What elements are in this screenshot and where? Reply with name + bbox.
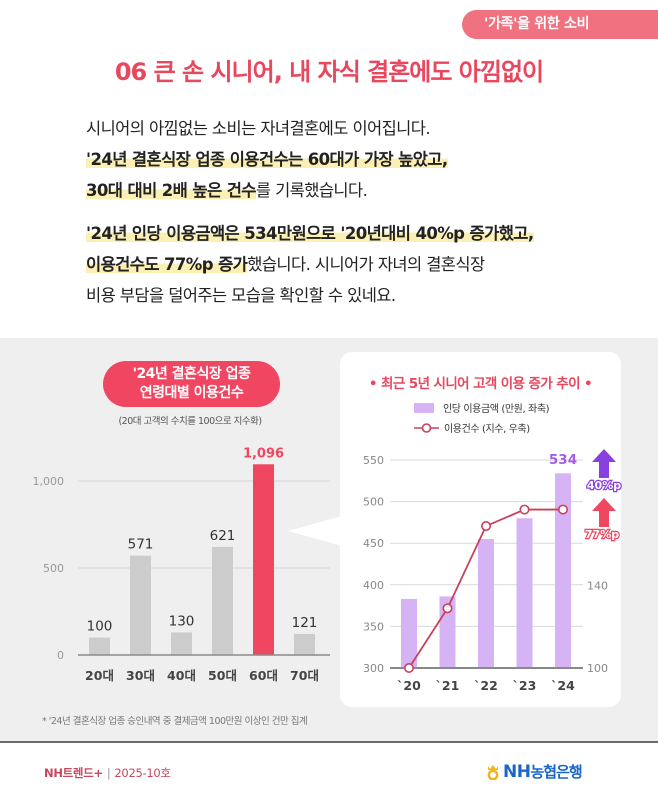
logo-bank-name: 농협은행 xyxy=(530,763,582,781)
paragraph-line: '24년 결혼식장 업종 이용건수는 60대가 가장 높았고, xyxy=(86,144,626,175)
left-y-tick-label: 400 xyxy=(363,579,384,592)
right-chart-title: • 최근 5년 시니어 고객 이용 증가 추이 • xyxy=(368,376,593,392)
right-y-tick-label: 100 xyxy=(587,662,608,675)
x-tick-label: 70대 xyxy=(290,668,319,683)
y-tick-label: 500 xyxy=(43,562,64,575)
line-point xyxy=(442,603,453,614)
footer-brand: NH트렌드+ xyxy=(44,766,103,780)
bar-50대 xyxy=(212,546,233,655)
last-bar-value-label: 534 xyxy=(549,452,577,468)
x-tick-label: 20대 xyxy=(85,668,114,683)
bar-20대 xyxy=(89,637,110,655)
left-chart-title-line-2: 연령대별 이용건수 xyxy=(139,385,244,401)
intro-paragraph-1: 시니어의 아낌없는 소비는 자녀결혼에도 이어집니다. '24년 결혼식장 업종 … xyxy=(86,113,626,206)
bar-30대 xyxy=(130,555,151,655)
x-tick-label: `23 xyxy=(513,678,537,693)
left-chart-title-pill: '24년 결혼식장 업종 연령대별 이용건수 xyxy=(103,361,280,407)
bar-`23 xyxy=(516,518,533,668)
left-y-tick-label: 500 xyxy=(363,496,384,509)
bar-value-label: 571 xyxy=(128,537,154,553)
left-y-tick-label: 300 xyxy=(363,662,384,675)
nh-logo-mark-icon xyxy=(487,764,499,780)
category-badge: '가족'을 위한 소비 xyxy=(462,10,658,39)
legend-label-count: 이용건수 (지수, 우축) xyxy=(444,424,530,435)
legend-swatch-bar xyxy=(414,402,434,413)
highlighted-text: '24년 인당 이용금액은 534만원으로 '20년대비 40%p 증가했고, xyxy=(86,224,534,243)
trend-combo-chart: 300 350 400 450 500 550 100 140 `20 `21 `22 `23 `24 5… xyxy=(363,449,622,693)
legend-line-marker-icon xyxy=(414,422,439,433)
line-point xyxy=(403,662,414,673)
body-text-segment: 를 기록했습니다. xyxy=(255,181,368,200)
left-chart-title-line-1: '24년 결혼식장 업종 xyxy=(132,366,251,382)
legend-label-amount: 인당 이용금액 (만원, 좌축) xyxy=(443,404,550,415)
x-tick-label: `24 xyxy=(551,678,575,693)
highlighted-text: 이용건수도 77%p 증가 xyxy=(86,255,248,274)
x-tick-label: `22 xyxy=(474,678,498,693)
footer-divider xyxy=(0,741,658,743)
logo-nh-text: NH xyxy=(503,761,531,782)
left-y-tick-label: 550 xyxy=(363,454,384,467)
x-tick-label: 30대 xyxy=(126,668,155,683)
paragraph-line: 30대 대비 2배 높은 건수를 기록했습니다. xyxy=(86,175,626,206)
bar-70대 xyxy=(294,633,315,655)
left-chart-subtitle: (20대 고객의 수치를 100으로 지수화) xyxy=(118,416,262,427)
line-growth-label: 77%p xyxy=(585,528,619,541)
x-tick-label: 40대 xyxy=(167,668,196,683)
bar-value-label: 130 xyxy=(169,613,195,629)
bar-value-label: 100 xyxy=(87,619,113,635)
x-tick-label: `21 xyxy=(436,678,460,693)
legend-item-count: 이용건수 (지수, 우축) xyxy=(414,420,530,435)
paragraph-line: 시니어의 아낌없는 소비는 자녀결혼에도 이어집니다. xyxy=(86,113,626,144)
x-tick-label: `20 xyxy=(397,678,421,693)
footnote: * '24년 결혼식장 업종 승인내역 중 결제금액 100만원 이상인 건만 … xyxy=(42,716,308,727)
arrow-up-red-icon xyxy=(592,498,616,527)
bar-value-label: 121 xyxy=(292,615,318,631)
line-point xyxy=(557,504,568,515)
bar-growth-label: 40%p xyxy=(587,479,621,492)
nh-bank-logo: NH 농협은행 xyxy=(486,761,583,782)
bar-value-label: 1,096 xyxy=(243,446,284,461)
left-y-tick-label: 350 xyxy=(363,620,384,633)
paragraph-line: 이용건수도 77%p 증가했습니다. 시니어가 자녀의 결혼식장 xyxy=(86,249,626,280)
highlighted-text: '24년 결혼식장 업종 이용건수는 60대가 가장 높았고, xyxy=(86,150,448,169)
x-tick-label: 60대 xyxy=(249,668,278,683)
bar-`24 xyxy=(555,473,571,668)
bar-value-label: 621 xyxy=(210,528,236,544)
y-tick-label: 1,000 xyxy=(33,475,65,488)
bar-`20 xyxy=(401,598,417,668)
right-y-tick-label: 140 xyxy=(587,580,608,593)
body-text-segment: 비용 부담을 덜어주는 모습을 확인할 수 있네요. xyxy=(86,286,396,305)
left-y-tick-label: 450 xyxy=(363,537,384,550)
y-tick-label: 0 xyxy=(57,649,64,662)
page-title: 06 큰 손 시니어, 내 자식 결혼에도 아낌없이 xyxy=(114,58,544,86)
x-tick-label: 50대 xyxy=(208,668,237,683)
footer-separator: | xyxy=(106,766,111,780)
legend-item-amount: 인당 이용금액 (만원, 좌축) xyxy=(414,400,550,415)
body-text-segment: 시니어의 아낌없는 소비는 자녀결혼에도 이어집니다. xyxy=(86,119,431,138)
line-point xyxy=(519,504,530,515)
bar-40대 xyxy=(171,632,192,655)
footer-issue: NH트렌드+ | 2025-10호 xyxy=(44,765,171,781)
body-text-segment: 했습니다. 시니어가 자녀의 결혼식장 xyxy=(247,255,485,274)
intro-paragraph-2: '24년 인당 이용금액은 534만원으로 '20년대비 40%p 증가했고, 이… xyxy=(86,218,626,311)
footer-issue-number: 2025-10호 xyxy=(114,766,171,780)
arrow-up-purple-icon xyxy=(592,449,616,478)
callout-pointer xyxy=(288,516,342,546)
line-point xyxy=(480,521,491,532)
bar-`22 xyxy=(478,539,494,668)
age-group-bar-chart: 0 500 1,000 100 20대 571 30대 130 40대 621 50대 1,096 60… xyxy=(33,446,330,683)
bar-60대 xyxy=(253,464,274,655)
highlighted-text: 30대 대비 2배 높은 건수 xyxy=(86,181,256,200)
paragraph-line: 비용 부담을 덜어주는 모습을 확인할 수 있네요. xyxy=(86,280,626,311)
paragraph-line: '24년 인당 이용금액은 534만원으로 '20년대비 40%p 증가했고, xyxy=(86,218,626,249)
